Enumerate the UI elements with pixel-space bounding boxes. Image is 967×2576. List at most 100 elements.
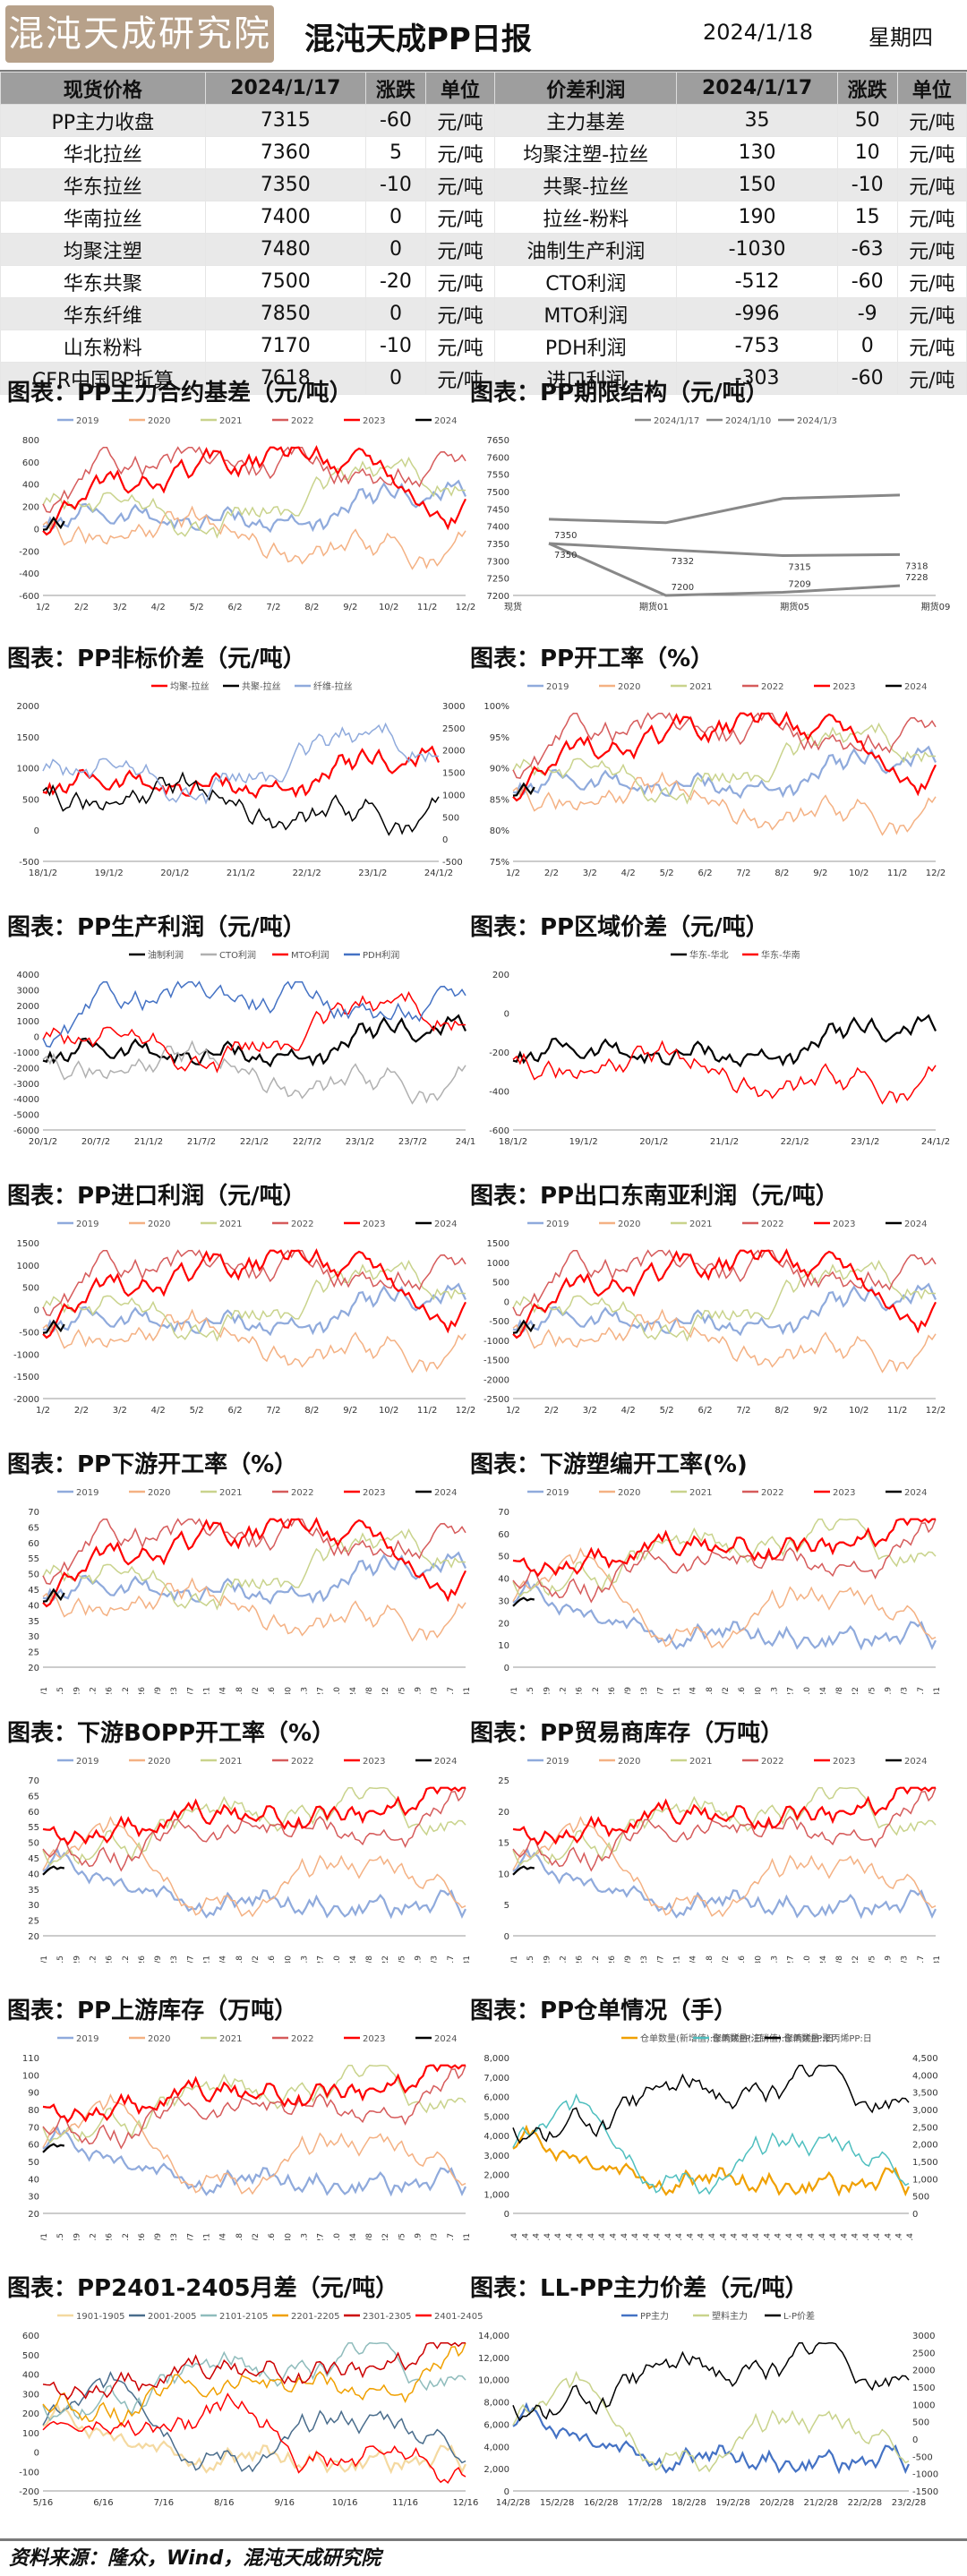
x-tick-label: 4/23 (640, 1687, 649, 1694)
x-tick-label: 6/18 (235, 2233, 244, 2240)
series-line (42, 445, 466, 536)
y2-tick-label: 2000 (442, 747, 465, 757)
legend-label: 2019 (76, 2034, 98, 2044)
series-line (42, 990, 466, 1074)
legend-label: 2021 (219, 416, 242, 426)
x-tick-label: 1/15 (56, 1956, 65, 1963)
chart-title-operating-rate: 图表：PP开工率（%） (470, 646, 715, 672)
x-tick-label: 21/11/14 (620, 2233, 629, 2240)
x-tick-label: 6/4 (219, 2233, 228, 2240)
y-tick-label: 300 (22, 2390, 39, 2400)
series-line (42, 2093, 466, 2195)
table-cell: 15 (836, 201, 898, 234)
series-line (42, 2371, 466, 2473)
y-tick-label: 400 (22, 2371, 39, 2381)
table-cell: 均聚注塑 (0, 233, 206, 266)
y-tick-label: 35 (28, 1617, 39, 1627)
x-tick-label: 12/3 (431, 1956, 440, 1963)
y-tick-label: 2000 (17, 1002, 39, 1012)
series-line (42, 2064, 466, 2144)
x-tick-label: 12/31 (463, 1956, 472, 1963)
series-line (512, 2370, 910, 2473)
y-tick-label: -400 (489, 1088, 509, 1098)
y2-tick-label: 1500 (442, 769, 465, 779)
table-cell: -63 (836, 233, 898, 266)
y-tick-label: 20 (28, 2210, 39, 2220)
x-tick-label: 10/22 (851, 1687, 860, 1694)
x-tick-label: 23/1/14 (774, 2233, 783, 2240)
legend-label: 2023 (363, 416, 385, 426)
data-label: 7350 (554, 531, 577, 541)
series-line (512, 1547, 937, 1649)
x-tick-label: 19/1/2 (569, 1137, 598, 1147)
table-cell: 华东纤维 (0, 297, 206, 330)
series-line (42, 980, 466, 1048)
x-tick-label: 22/3/14 (664, 2233, 673, 2240)
table-cell: 拉丝-粉料 (494, 201, 678, 234)
x-tick-label: 11/5 (868, 1956, 877, 1963)
chart-export-profit: 2019 2020 2021 2022 2023 2024 1500 1000 500 0 -500… (470, 1211, 954, 1425)
legend-label: 2019 (546, 682, 569, 692)
y-tick-label: -2500 (484, 1395, 509, 1405)
legend: 1901-1905 2001-2005 2101-2105 2201-2205 2301… (57, 2312, 484, 2322)
series-line (42, 1259, 466, 1342)
chart-title-import-profit: 图表：PP进口利润（元/吨） (7, 1183, 306, 1210)
y-tick-label: 4000 (17, 971, 39, 980)
x-tick-label: 6/18 (706, 1956, 715, 1963)
table-cell: -20 (365, 265, 426, 298)
x-tick-label: 3/12 (592, 1956, 601, 1963)
x-tick-label: 9/10 (333, 1687, 342, 1694)
x-tick-label: 1/1 (40, 1956, 49, 1963)
legend-label: 2022 (291, 1220, 313, 1229)
series-line (42, 446, 466, 513)
price-table-row: CFR中国PP折算 7618 0 元/吨 进口利润 -303 -60 元/吨 (0, 362, 967, 395)
legend-label: 2019 (76, 416, 98, 426)
chart-operating-rate: 2019 2020 2021 2022 2023 2024 100% 95% 90% 85% 80%… (470, 673, 954, 888)
legend: 2019 2020 2021 2022 2023 2024 (527, 1220, 927, 1229)
legend-label: 2022 (761, 682, 783, 692)
table-cell: 7500 (204, 265, 367, 298)
x-tick-label: 6/2 (697, 1406, 712, 1416)
x-tick-label: 5/7 (186, 1687, 195, 1694)
c8-svg: 2019 2020 2021 2022 2023 2024 1500 1000 500 0 -500… (484, 1220, 946, 1416)
c11-svg: 2019 2020 2021 2022 2023 2024 70 65 60 55 50 45 40 35… (28, 1757, 472, 1963)
y-tick-label: 800 (22, 436, 39, 446)
x-tick-label: 3/2 (113, 603, 127, 612)
y-tick-label: 4,000 (484, 2443, 509, 2452)
legend-label: PDH利润 (363, 949, 399, 961)
x-tick-label: 8/27 (787, 1956, 796, 1963)
x-tick-label: 9/10 (803, 1687, 812, 1694)
series-line (42, 2143, 64, 2153)
y-tick-label: 7450 (487, 505, 509, 515)
x-tick-label: 22/10/14 (741, 2233, 750, 2240)
x-tick-label: 11/5 (868, 1687, 877, 1694)
legend-label: 2024/1/10 (725, 416, 771, 426)
col-header: 单位 (424, 72, 496, 105)
y-tick-label: -2000 (13, 1064, 39, 1074)
x-tick-label: 11/2 (887, 1406, 907, 1416)
data-label: 7228 (905, 573, 928, 583)
legend-label: 1901-1905 (76, 2312, 125, 2322)
x-tick-label: 11/5 (398, 1956, 406, 1963)
x-tick-label: 1/29 (543, 1956, 552, 1963)
table-cell: 7170 (204, 329, 367, 363)
x-tick-label: 2/12 (559, 1687, 568, 1694)
y-tick-label: 10 (498, 1641, 509, 1651)
x-tick-label: 4/9 (154, 1687, 163, 1694)
x-tick-label: 12/2 (456, 603, 475, 612)
series-line (512, 1786, 937, 1867)
chart-woven-rate: 2019 2020 2021 2022 2023 2024 70 60 50 40 30 20 10 0 1… (470, 1479, 954, 1694)
x-tick-label: 22/11/14 (752, 2233, 761, 2240)
x-tick-label: 3/26 (608, 1687, 617, 1694)
x-tick-label: 5/21 (673, 1687, 682, 1694)
x-tick-label: 1/15 (56, 2233, 65, 2240)
y-tick-label: 1500 (17, 1239, 39, 1249)
x-tick-label: 2/26 (106, 1956, 115, 1963)
legend-label: 2201-2205 (291, 2312, 340, 2322)
series-line (512, 1865, 535, 1876)
c4-svg: 2019 2020 2021 2022 2023 2024 100% 95% 90% 85% 80%… (484, 682, 946, 878)
legend-label: 2019 (76, 1757, 98, 1767)
y-tick-label: -200 (489, 1048, 509, 1058)
legend-label: 2020 (618, 1488, 640, 1498)
x-tick-label: 5/7 (656, 1956, 665, 1963)
